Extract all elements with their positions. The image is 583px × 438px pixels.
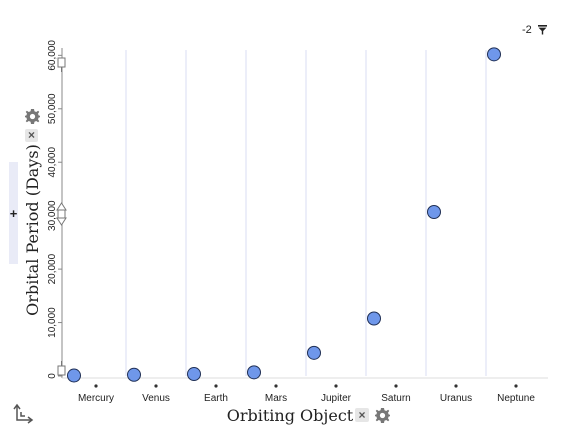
x-tick-label: Mars: [265, 393, 287, 404]
data-point[interactable]: [247, 365, 261, 380]
y-axis-title[interactable]: Orbital Period (Days): [23, 144, 42, 316]
y-ticks: 0 10,000 20,000 30,000 40,000 50,000 60,000: [47, 40, 62, 379]
gear-icon: [24, 108, 40, 124]
y-axis-lower-handle[interactable]: [57, 361, 66, 376]
y-tick-label: 60,000: [47, 40, 58, 71]
data-point[interactable]: [307, 345, 321, 360]
filter-control[interactable]: -2: [522, 22, 558, 38]
data-point[interactable]: [67, 368, 81, 383]
close-icon: ×: [27, 128, 35, 142]
x-tick-label: Uranus: [440, 393, 472, 404]
x-tick-label: Mercury: [78, 393, 114, 404]
data-point[interactable]: [187, 367, 201, 382]
axes-icon[interactable]: [13, 403, 34, 424]
y-tick-label: 0: [47, 373, 58, 379]
y-axis-upper-handle[interactable]: [57, 57, 66, 72]
x-tick-mark: [394, 384, 398, 388]
y-axis-middle-handle[interactable]: [56, 202, 67, 226]
x-tick-label: Neptune: [497, 393, 535, 404]
y-tick-label: 50,000: [47, 93, 58, 124]
x-ticks: Mercury Venus Earth Mars Jupiter Saturn Uranus…: [78, 384, 535, 404]
y-tick-label: 40,000: [47, 147, 58, 178]
y-axis-remove-button[interactable]: ×: [25, 129, 38, 142]
data-point[interactable]: [427, 205, 441, 220]
x-tick-mark: [454, 384, 458, 388]
grid-lines: [125, 50, 487, 376]
data-point[interactable]: [487, 47, 501, 62]
x-axis-remove-button[interactable]: ×: [355, 408, 369, 422]
x-tick-label: Venus: [142, 393, 170, 404]
x-tick-mark: [514, 384, 518, 388]
x-axis-settings-button[interactable]: [374, 407, 390, 423]
x-tick-mark: [154, 384, 158, 388]
close-icon: ×: [358, 408, 366, 422]
x-tick-mark: [214, 384, 218, 388]
x-axis-title[interactable]: Orbiting Object: [227, 406, 354, 425]
y-axis-settings-button[interactable]: [24, 108, 40, 124]
add-attribute-button[interactable]: +: [9, 162, 18, 264]
y-tick-label: 20,000: [47, 253, 58, 284]
data-point[interactable]: [367, 311, 381, 326]
y-tick-label: 10,000: [47, 307, 58, 338]
data-point[interactable]: [127, 367, 141, 382]
filter-value: -2: [522, 24, 532, 36]
x-tick-label: Saturn: [381, 393, 410, 404]
plus-label: +: [9, 206, 18, 221]
x-tick-mark: [274, 384, 278, 388]
data-points: [67, 47, 501, 383]
filter-icon: [537, 25, 547, 35]
gear-icon: [374, 407, 390, 423]
x-tick-label: Jupiter: [321, 393, 352, 404]
x-tick-label: Earth: [204, 393, 228, 404]
x-tick-mark: [334, 384, 338, 388]
x-tick-mark: [94, 384, 98, 388]
y-tick-label: 30,000: [47, 200, 58, 231]
